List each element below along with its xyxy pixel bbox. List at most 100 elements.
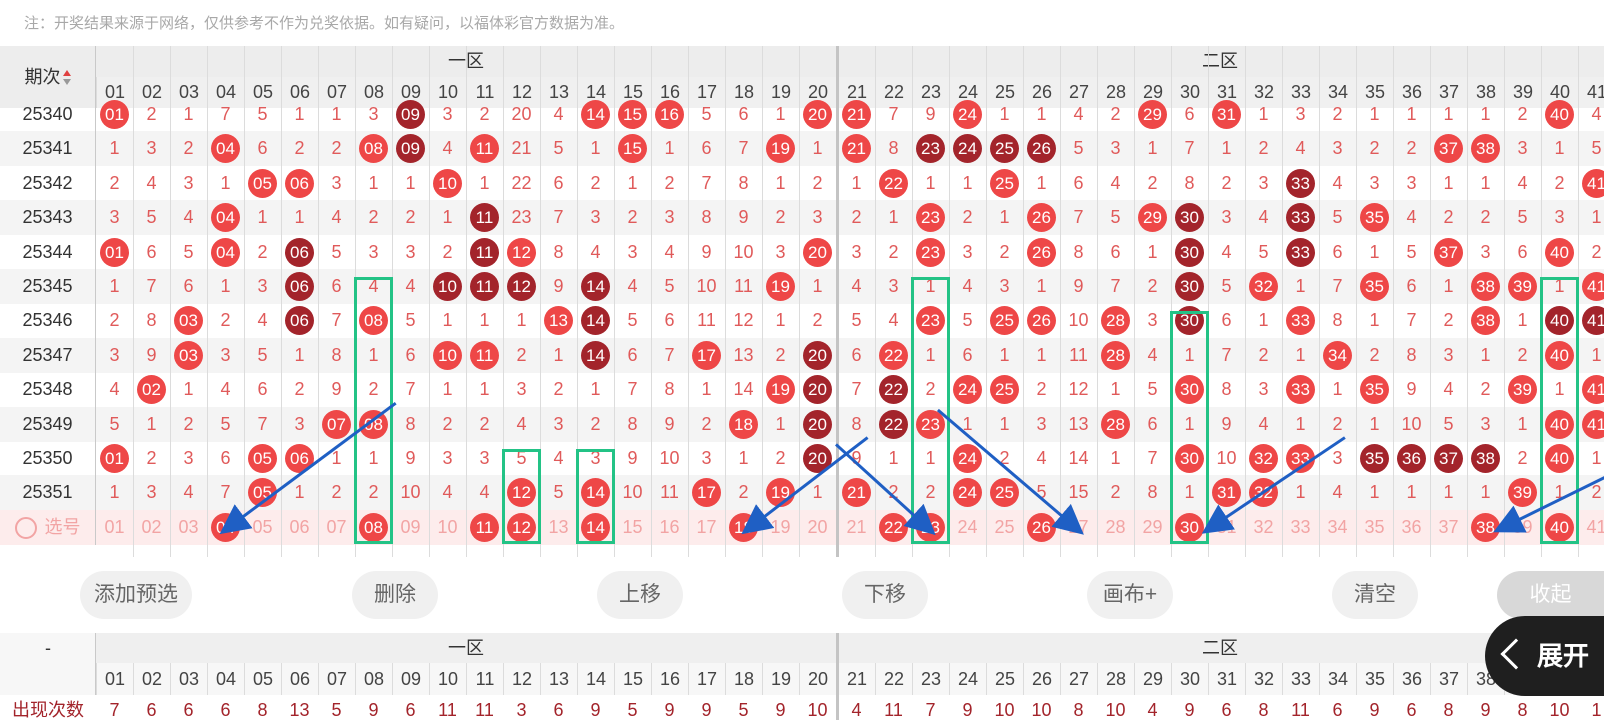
canvas-plus-button[interactable]: 画布+ [1087, 571, 1173, 619]
selectable-number[interactable]: 07 [326, 516, 347, 537]
omission-value: 2 [1554, 172, 1565, 193]
selected-ball: 08 [359, 512, 388, 542]
selectable-number[interactable]: 37 [1438, 516, 1459, 537]
selectable-number[interactable]: 31 [1216, 516, 1237, 537]
omission-value: 10 [733, 241, 754, 262]
selectable-number[interactable]: 19 [770, 516, 791, 537]
omission-value: 1 [368, 172, 379, 193]
selectable-number[interactable]: 36 [1401, 516, 1422, 537]
selectable-number[interactable]: 25 [994, 516, 1015, 537]
selectable-number[interactable]: 02 [141, 516, 162, 537]
omission-value: 1 [368, 448, 379, 468]
draw-ball: 30 [1171, 235, 1208, 270]
selected-number[interactable]: 14 [577, 510, 614, 545]
omission-value: 2 [368, 379, 379, 400]
omission-value: 1 [1036, 172, 1047, 193]
selectable-number[interactable]: 34 [1327, 516, 1348, 537]
selected-number[interactable]: 23 [912, 510, 949, 545]
selectable-number[interactable]: 33 [1290, 516, 1311, 537]
omission-value: 4 [1258, 207, 1269, 228]
ball-number: 31 [1212, 100, 1241, 129]
collapse-button[interactable]: 收起 [1497, 571, 1604, 619]
stats-col-header: 12 [503, 663, 540, 695]
selected-number[interactable]: 08 [355, 510, 392, 545]
selectable-number[interactable]: 41 [1586, 516, 1604, 537]
expand-button[interactable]: 展开 [1485, 616, 1604, 696]
selected-number[interactable]: 22 [875, 510, 912, 545]
selected-number[interactable]: 18 [725, 510, 762, 545]
selectable-number[interactable]: 21 [846, 516, 867, 537]
sort-icon[interactable] [62, 70, 72, 86]
grid-line [986, 46, 987, 557]
move-down-button[interactable]: 下移 [842, 571, 928, 619]
omission-value: 11 [734, 276, 753, 296]
omission-value: 3 [590, 207, 601, 228]
clear-button[interactable]: 清空 [1332, 571, 1418, 619]
ball-number: 07 [322, 409, 351, 439]
omission-value: 3 [1258, 379, 1269, 400]
selectable-number[interactable]: 09 [400, 516, 421, 537]
omission-value: 1 [775, 172, 786, 193]
move-up-button[interactable]: 上移 [597, 571, 683, 619]
omission-value: 2 [738, 482, 749, 503]
stats-col-header: 03 [170, 663, 207, 695]
selected-number[interactable]: 30 [1171, 510, 1208, 545]
selectable-number[interactable]: 20 [807, 516, 828, 537]
ball-number: 37 [1434, 444, 1463, 473]
omission-value: 6 [1332, 241, 1343, 262]
selectable-number[interactable]: 05 [252, 516, 273, 537]
period-cell: 25350 [0, 441, 96, 476]
selectable-number[interactable]: 39 [1512, 516, 1533, 537]
selectable-number[interactable]: 16 [659, 516, 680, 537]
ball-number: 01 [100, 444, 129, 473]
stats-col-header: 25 [986, 663, 1023, 695]
selection-toggle[interactable]: 选号 [0, 509, 96, 545]
add-preselect-button[interactable]: 添加预选 [80, 571, 192, 619]
selected-number[interactable]: 40 [1541, 510, 1578, 545]
ball-number: 06 [285, 237, 314, 267]
omission-value: 8 [627, 413, 638, 434]
selected-number[interactable]: 04 [207, 510, 244, 545]
omission-value: 1 [1369, 310, 1380, 331]
omission-value: 2 [1147, 276, 1158, 296]
selected-number[interactable]: 26 [1023, 510, 1060, 545]
selectable-number[interactable]: 06 [289, 516, 310, 537]
draw-ball: 22 [875, 372, 912, 407]
ball-number: 12 [507, 478, 536, 508]
ball-number: 25 [990, 306, 1019, 336]
selected-number[interactable]: 38 [1467, 510, 1504, 545]
selectable-number[interactable]: 32 [1253, 516, 1274, 537]
selectable-number[interactable]: 24 [957, 516, 978, 537]
period-header[interactable]: 期次 [0, 46, 96, 108]
omission-value: 8 [553, 241, 564, 262]
selectable-number[interactable]: 10 [437, 516, 458, 537]
omission-value: 3 [627, 241, 638, 262]
selectable-number[interactable]: 17 [696, 516, 717, 537]
ball-number: 31 [1212, 478, 1241, 508]
omission-value: 1 [775, 104, 786, 124]
omission-value: 3 [888, 276, 899, 296]
ball-number: 14 [581, 100, 610, 129]
selectable-number[interactable]: 13 [548, 516, 569, 537]
count-value: 4 [851, 700, 862, 720]
omission-value: 1 [1036, 104, 1047, 124]
count-value: 11 [884, 700, 903, 720]
selectable-number[interactable]: 28 [1105, 516, 1126, 537]
stats-col-header: 13 [540, 663, 577, 695]
selected-number[interactable]: 11 [466, 510, 503, 545]
selectable-number[interactable]: 15 [622, 516, 643, 537]
selectable-number[interactable]: 35 [1364, 516, 1385, 537]
selectable-number[interactable]: 29 [1142, 516, 1163, 537]
omission-value: 4 [627, 276, 638, 296]
selectable-number[interactable]: 27 [1068, 516, 1089, 537]
omission-value: 5 [1258, 241, 1269, 262]
selected-ball: 22 [879, 512, 908, 542]
delete-button[interactable]: 删除 [352, 571, 438, 619]
radio-icon[interactable] [14, 517, 37, 540]
selectable-number[interactable]: 03 [178, 516, 199, 537]
grid-line [1578, 46, 1579, 557]
draw-ball: 32 [1245, 269, 1282, 304]
selected-number[interactable]: 12 [503, 510, 540, 545]
draw-ball: 01 [96, 97, 133, 132]
selectable-number[interactable]: 01 [104, 516, 125, 537]
